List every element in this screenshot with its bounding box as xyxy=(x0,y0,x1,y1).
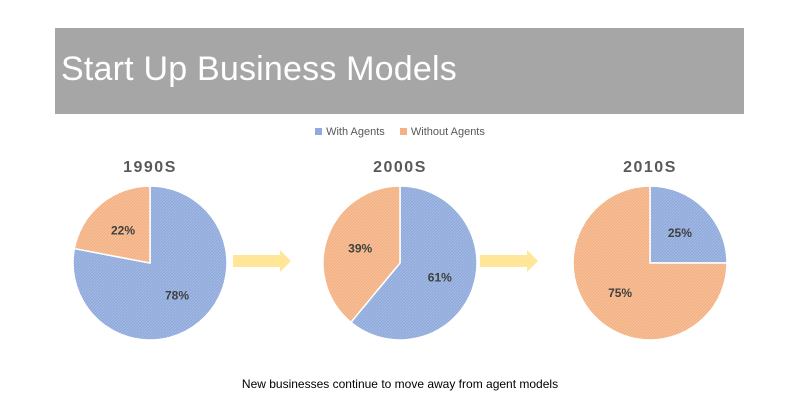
legend-label-without-agents: Without Agents xyxy=(410,126,485,138)
data-label-with-agents: 25% xyxy=(668,226,692,240)
chart-title: 2010S xyxy=(623,159,677,176)
pie-slice-without-agents xyxy=(73,185,151,264)
page-title: Start Up Business Models xyxy=(61,50,457,88)
pie-slice-with-agents xyxy=(649,185,728,264)
legend-item-with-agents: With Agents xyxy=(315,126,385,138)
pie-chart-1990s: 1990S 78% 22% xyxy=(72,159,228,341)
legend-label-with-agents: With Agents xyxy=(326,126,385,138)
data-label-with-agents: 61% xyxy=(428,270,452,284)
chart-title: 1990S xyxy=(123,159,177,176)
pie-slice-without-agents xyxy=(572,185,728,341)
legend-swatch-with-agents xyxy=(315,128,323,135)
data-label-with-agents: 78% xyxy=(165,289,189,303)
chart-title: 2000S xyxy=(373,159,427,176)
legend-swatch-without-agents xyxy=(399,128,407,135)
pie-slice-with-agents xyxy=(349,185,478,341)
pie-slice-with-agents xyxy=(72,185,228,341)
title-banner: Start Up Business Models xyxy=(55,28,744,114)
pie-chart-2010s: 2010S 25% 75% xyxy=(572,159,728,341)
pie-slice-without-agents xyxy=(322,185,401,324)
chart-legend: With Agents Without Agents xyxy=(0,126,800,138)
pie-chart-2000s: 2000S 61% 39% xyxy=(322,159,478,341)
legend-item-without-agents: Without Agents xyxy=(399,126,485,138)
data-label-without-agents: 39% xyxy=(348,242,372,256)
data-label-without-agents: 22% xyxy=(111,223,135,237)
arrow-1990s-to-2000s xyxy=(233,250,291,272)
data-label-without-agents: 75% xyxy=(608,286,632,300)
footer-caption: New businesses continue to move away fro… xyxy=(241,377,559,391)
arrow-2000s-to-2010s xyxy=(480,250,538,272)
